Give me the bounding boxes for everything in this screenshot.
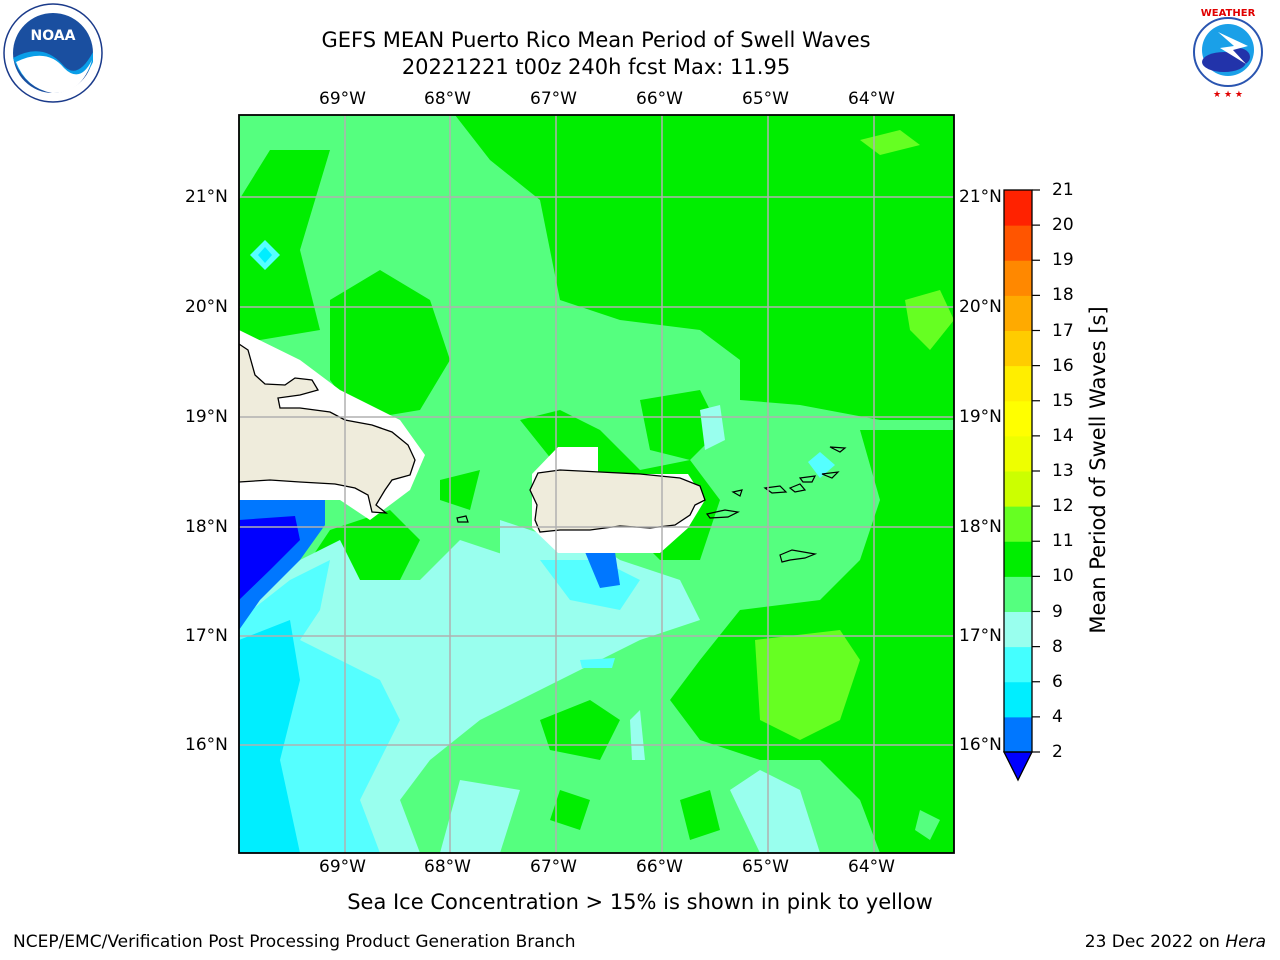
- lat-label-left-19n: 19°N: [185, 407, 228, 427]
- svg-text:★ ★ ★: ★ ★ ★: [1213, 90, 1243, 100]
- swell-period-field: [239, 115, 954, 853]
- lat-label-left-20n: 20°N: [185, 297, 228, 317]
- lon-label-top-67w: 67°W: [530, 89, 577, 109]
- colorbar-band: [1004, 471, 1032, 507]
- colorbar-band: [1004, 260, 1032, 296]
- nws-logo: WEATHER ★ ★ ★: [1180, 4, 1276, 100]
- colorbar-band: [1004, 330, 1032, 367]
- colorbar-tick-label: 9: [1052, 601, 1063, 622]
- colorbar-band: [1004, 295, 1032, 331]
- colorbar-tick-label: 12: [1052, 496, 1074, 517]
- colorbar-band: [1004, 646, 1032, 683]
- colorbar-tick-label: 4: [1052, 706, 1063, 727]
- map-gridlines: [239, 115, 954, 853]
- colorbar-band: [1004, 681, 1032, 718]
- svg-text:WEATHER: WEATHER: [1201, 8, 1256, 19]
- colorbar-tick-label: 16: [1052, 355, 1074, 376]
- noaa-logo: NOAA: [3, 3, 103, 103]
- colorbar-band: [1004, 611, 1032, 648]
- noaa-logo-text: NOAA: [31, 28, 76, 44]
- st-croix-outline: [779, 549, 818, 563]
- colorbar-tick-label: 14: [1052, 425, 1074, 446]
- colorbar-tick-label: 18: [1052, 285, 1074, 306]
- footer-date: 23 Dec 2022 on Hera: [1085, 932, 1266, 952]
- sea-ice-caption: Sea Ice Concentration > 15% is shown in …: [347, 890, 933, 914]
- lat-label-left-18n: 18°N: [185, 517, 228, 537]
- colorbar-tick-label: 11: [1052, 531, 1074, 552]
- colorbar-band: [1004, 716, 1032, 753]
- footer-credit: NCEP/EMC/Verification Post Processing Pr…: [13, 932, 576, 952]
- lat-label-right-16n: 16°N: [959, 735, 1002, 755]
- lon-label-top-66w: 66°W: [636, 89, 683, 109]
- colorbar-label: Mean Period of Swell Waves [s]: [1086, 306, 1110, 634]
- hispaniola-land: [239, 343, 416, 514]
- colorbar-tick-label: 13: [1052, 461, 1074, 481]
- colorbar-under-arrow: [1002, 751, 1034, 782]
- colorbar-tick-label: 17: [1052, 320, 1074, 341]
- lat-label-right-20n: 20°N: [959, 297, 1002, 317]
- lon-label-bottom-68w: 68°W: [424, 857, 471, 877]
- lon-label-bottom-69w: 69°W: [319, 857, 366, 877]
- lat-label-right-21n: 21°N: [959, 187, 1002, 207]
- lat-label-right-19n: 19°N: [959, 407, 1002, 427]
- lon-label-top-68w: 68°W: [424, 89, 471, 109]
- colorbar: [1002, 189, 1040, 782]
- lat-label-right-18n: 18°N: [959, 517, 1002, 537]
- lon-label-top-69w: 69°W: [319, 89, 366, 109]
- colorbar-band: [1004, 506, 1032, 542]
- lat-label-left-17n: 17°N: [185, 626, 228, 646]
- colorbar-band: [1004, 365, 1032, 402]
- colorbar-tick-label: 2: [1052, 742, 1063, 762]
- lat-label-left-21n: 21°N: [185, 187, 228, 207]
- lon-label-bottom-64w: 64°W: [848, 857, 895, 877]
- footer-date-text: 23 Dec 2022 on: [1084, 932, 1220, 952]
- colorbar-tick-label: 19: [1052, 250, 1074, 271]
- colorbar-band: [1004, 435, 1032, 472]
- footer-host: Hera: [1225, 932, 1266, 952]
- colorbar-band: [1004, 225, 1032, 261]
- lon-label-bottom-66w: 66°W: [636, 857, 683, 877]
- colorbar-tick-label: 20: [1052, 215, 1074, 236]
- lon-label-bottom-65w: 65°W: [742, 857, 789, 877]
- colorbar-tick-label: 8: [1052, 636, 1063, 657]
- colorbar-tick-label: 10: [1052, 566, 1074, 587]
- colorbar-band: [1004, 190, 1032, 226]
- colorbar-band: [1004, 576, 1032, 612]
- colorbar-band: [1004, 400, 1032, 437]
- colorbar-band: [1004, 541, 1032, 577]
- lat-label-right-17n: 17°N: [959, 626, 1002, 646]
- lon-label-top-65w: 65°W: [742, 89, 789, 109]
- lat-label-left-16n: 16°N: [185, 735, 228, 755]
- colorbar-tick-label: 6: [1052, 671, 1063, 692]
- lon-label-top-64w: 64°W: [848, 89, 895, 109]
- map-subtitle: 20221221 t00z 240h fcst Max: 11.95: [401, 55, 791, 79]
- map-title: GEFS MEAN Puerto Rico Mean Period of Swe…: [321, 28, 871, 52]
- lon-label-bottom-67w: 67°W: [530, 857, 577, 877]
- map-frame: [238, 114, 955, 854]
- colorbar-tick-label: 15: [1052, 390, 1074, 411]
- colorbar-tick-label: 21: [1052, 180, 1074, 200]
